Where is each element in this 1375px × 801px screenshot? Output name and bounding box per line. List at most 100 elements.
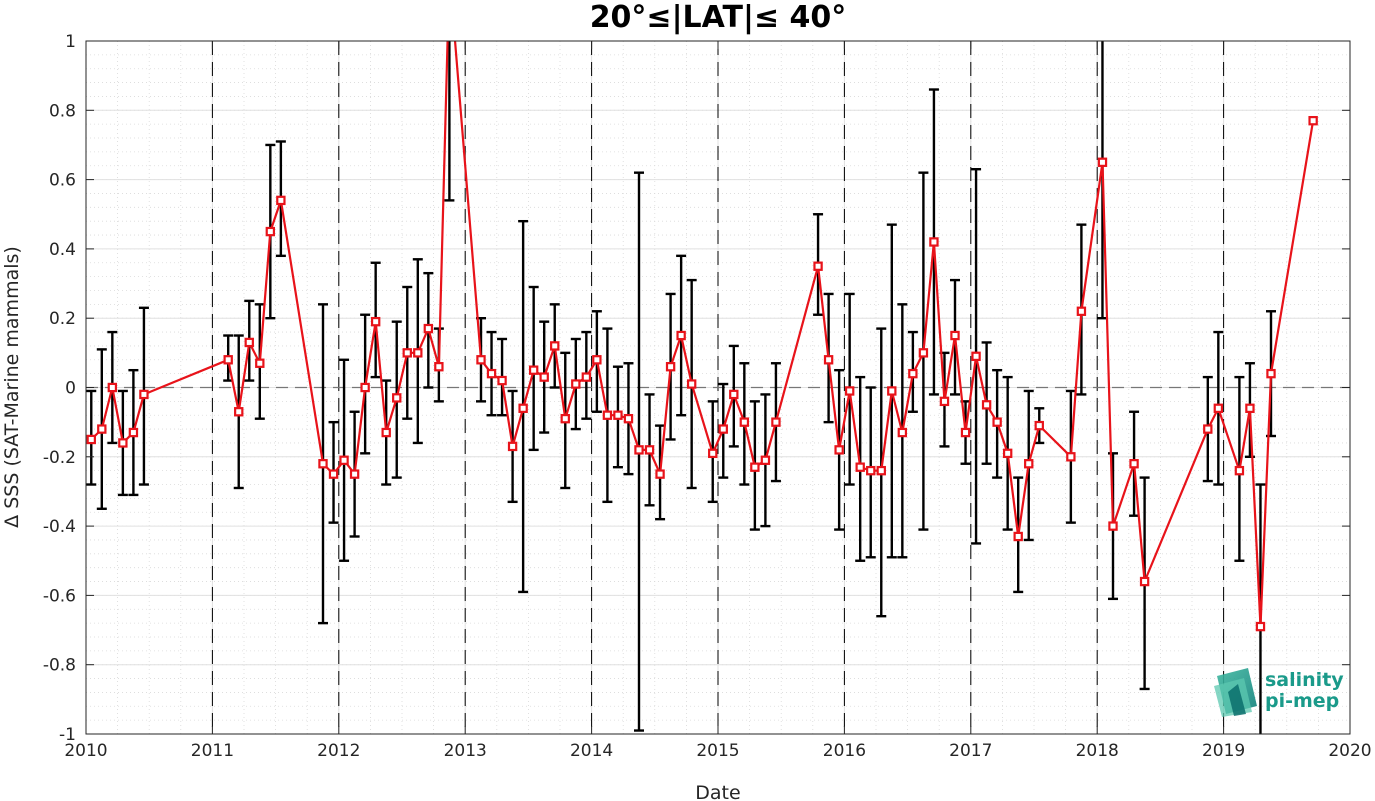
data-point-marker <box>750 462 760 472</box>
data-point-marker <box>486 368 497 379</box>
data-point-marker <box>318 459 328 469</box>
x-axis-label: Date <box>695 782 740 801</box>
x-tick-label: 2013 <box>444 741 487 761</box>
data-point-marker <box>655 469 665 479</box>
data-point-marker <box>686 379 697 389</box>
data-point-marker <box>255 358 265 368</box>
data-point-marker <box>497 375 507 386</box>
data-point-marker <box>581 372 592 382</box>
y-tick-label: -0.6 <box>43 586 76 606</box>
y-tick-label: -0.8 <box>43 656 76 676</box>
x-tick-label: 2019 <box>1202 741 1245 761</box>
data-point-marker <box>718 424 728 434</box>
axis-ticks <box>85 40 1351 735</box>
data-point-marker <box>518 403 528 413</box>
data-point-marker <box>665 362 676 372</box>
data-point-marker <box>434 362 444 372</box>
data-point-marker <box>1013 531 1023 542</box>
data-point-marker <box>708 448 718 459</box>
data-point-marker <box>1139 576 1150 587</box>
data-point-marker <box>644 445 655 455</box>
chart-title: 20°≤|LAT|≤ 40° <box>590 0 847 35</box>
data-point-marker <box>413 348 423 358</box>
data-point-marker <box>476 355 486 365</box>
data-point-marker <box>844 386 855 396</box>
series-layer <box>86 41 1318 734</box>
data-point-marker <box>107 382 118 393</box>
data-point-marker <box>223 355 233 365</box>
data-point-marker <box>929 237 939 247</box>
data-point-marker <box>939 396 950 407</box>
salinity-logo-icon <box>1214 668 1257 717</box>
x-tick-label: 2015 <box>696 741 739 761</box>
data-point-marker <box>265 226 276 237</box>
data-point-marker <box>634 445 644 455</box>
data-point-marker <box>392 393 402 403</box>
data-point-marker <box>613 410 623 420</box>
data-point-marker <box>1034 420 1044 431</box>
x-tick-label: 2018 <box>1076 741 1119 761</box>
data-point-marker <box>623 413 634 424</box>
data-point-marker <box>1024 459 1034 469</box>
data-point-marker <box>86 434 96 445</box>
data-point-marker <box>244 337 254 348</box>
data-point-marker <box>1255 621 1266 632</box>
y-tick-labels: -1 -0.8 -0.6 -0.4 -0.2 0 0.2 0.4 0.6 0.8 1 <box>43 32 76 745</box>
data-point-marker <box>360 382 370 393</box>
data-point-marker <box>97 424 107 434</box>
data-point-marker <box>1203 424 1213 434</box>
data-point-marker <box>550 341 560 351</box>
salinity-pi-mep-logo: salinity pi-mep <box>1214 668 1344 717</box>
y-tick-label: 0.8 <box>49 101 76 121</box>
data-point-marker <box>1066 452 1076 462</box>
x-tick-label: 2011 <box>191 741 234 761</box>
data-point-marker <box>528 365 539 375</box>
data-point-marker <box>1266 368 1276 379</box>
data-point-marker <box>539 372 549 382</box>
y-axis-label: Δ SSS (SAT-Marine mammals) <box>1 246 23 528</box>
data-point-marker <box>571 379 581 389</box>
data-point-marker <box>971 351 981 362</box>
data-point-marker <box>602 410 613 420</box>
data-point-marker <box>981 400 992 410</box>
data-point-marker <box>676 330 686 341</box>
data-point-marker <box>866 465 876 476</box>
data-point-marker <box>992 417 1002 427</box>
data-point-marker <box>592 355 602 365</box>
data-point-marker <box>234 407 244 417</box>
data-point-marker <box>897 427 908 438</box>
x-tick-label: 2010 <box>64 741 107 761</box>
series-line <box>90 41 1315 627</box>
data-point-marker <box>370 316 381 327</box>
y-tick-label: 0 <box>65 379 76 399</box>
x-tick-labels: 2010 2011 2012 2013 2014 2015 2016 2017 2018 2019… <box>64 741 1371 761</box>
data-point-marker <box>328 469 339 479</box>
data-point-marker <box>739 417 750 427</box>
data-point-marker <box>960 427 971 438</box>
x-tick-label: 2016 <box>823 741 866 761</box>
data-point-marker <box>1129 459 1139 469</box>
data-point-marker <box>1097 157 1108 167</box>
data-point-marker <box>507 441 518 452</box>
data-point-marker <box>402 348 412 358</box>
data-point-marker <box>381 427 391 438</box>
data-point-marker <box>1245 403 1255 413</box>
x-tick-label: 2017 <box>949 741 992 761</box>
data-point-marker <box>760 455 771 465</box>
data-point-marker <box>339 455 349 465</box>
data-point-marker <box>813 261 823 271</box>
y-tick-label: -0.2 <box>43 448 76 468</box>
y-tick-label: 0.4 <box>49 240 76 260</box>
logo-text-pi-mep: pi-mep <box>1265 690 1339 712</box>
data-point-marker <box>118 438 128 448</box>
markers <box>86 115 1318 632</box>
data-point-marker <box>729 389 739 400</box>
data-point-marker <box>1076 306 1087 316</box>
data-point-marker <box>1002 448 1013 459</box>
data-point-marker <box>560 413 570 424</box>
x-tick-label: 2012 <box>317 741 360 761</box>
y-tick-label: 0.2 <box>49 309 76 329</box>
data-point-marker <box>908 368 918 379</box>
data-point-marker <box>139 389 149 400</box>
data-point-marker <box>1108 521 1118 531</box>
